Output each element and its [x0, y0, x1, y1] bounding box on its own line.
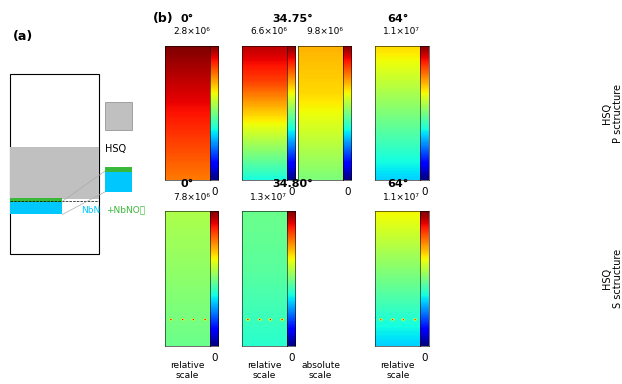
Text: 0°: 0°: [181, 14, 194, 24]
Text: HSQ
P sctructure: HSQ P sctructure: [602, 84, 622, 143]
Text: 64°: 64°: [387, 14, 409, 24]
Text: absolute
scale: absolute scale: [301, 361, 340, 381]
Text: NbN: NbN: [81, 206, 101, 215]
Text: 0: 0: [421, 353, 428, 362]
Text: 64°: 64°: [387, 179, 409, 189]
Bar: [104, 167, 132, 172]
Text: 0: 0: [288, 353, 295, 362]
Text: 9.8×10⁶: 9.8×10⁶: [306, 28, 343, 36]
Bar: [11, 201, 62, 214]
Bar: [104, 171, 132, 192]
Text: 0: 0: [421, 187, 428, 197]
Text: +NbNO₝: +NbNO₝: [106, 206, 146, 215]
Text: 0°: 0°: [181, 179, 194, 189]
Bar: [11, 147, 100, 199]
Text: HSQ: HSQ: [104, 144, 126, 154]
Text: 0: 0: [211, 187, 218, 197]
Text: relative
scale: relative scale: [381, 361, 415, 381]
Text: 6.6×10⁶: 6.6×10⁶: [250, 28, 287, 36]
Text: (b): (b): [152, 12, 173, 25]
Text: relative
scale: relative scale: [248, 361, 282, 381]
Text: 2.8×10⁶: 2.8×10⁶: [173, 28, 210, 36]
Bar: [104, 102, 132, 130]
Text: HSQ
S sctructure: HSQ S sctructure: [602, 249, 622, 308]
Text: 34.80°: 34.80°: [272, 179, 313, 189]
Text: 1.3×10⁷: 1.3×10⁷: [250, 193, 287, 202]
Text: 1.1×10⁷: 1.1×10⁷: [383, 193, 420, 202]
Text: 0: 0: [288, 187, 295, 197]
Text: 34.75°: 34.75°: [272, 14, 313, 24]
Text: 1.1×10⁷: 1.1×10⁷: [383, 28, 420, 36]
Bar: [11, 74, 100, 254]
Bar: [11, 198, 62, 202]
Text: (a): (a): [13, 30, 34, 43]
Text: 0: 0: [211, 353, 218, 362]
Text: 7.8×10⁶: 7.8×10⁶: [173, 193, 210, 202]
Text: 0: 0: [344, 187, 351, 197]
Text: relative
scale: relative scale: [170, 361, 205, 381]
